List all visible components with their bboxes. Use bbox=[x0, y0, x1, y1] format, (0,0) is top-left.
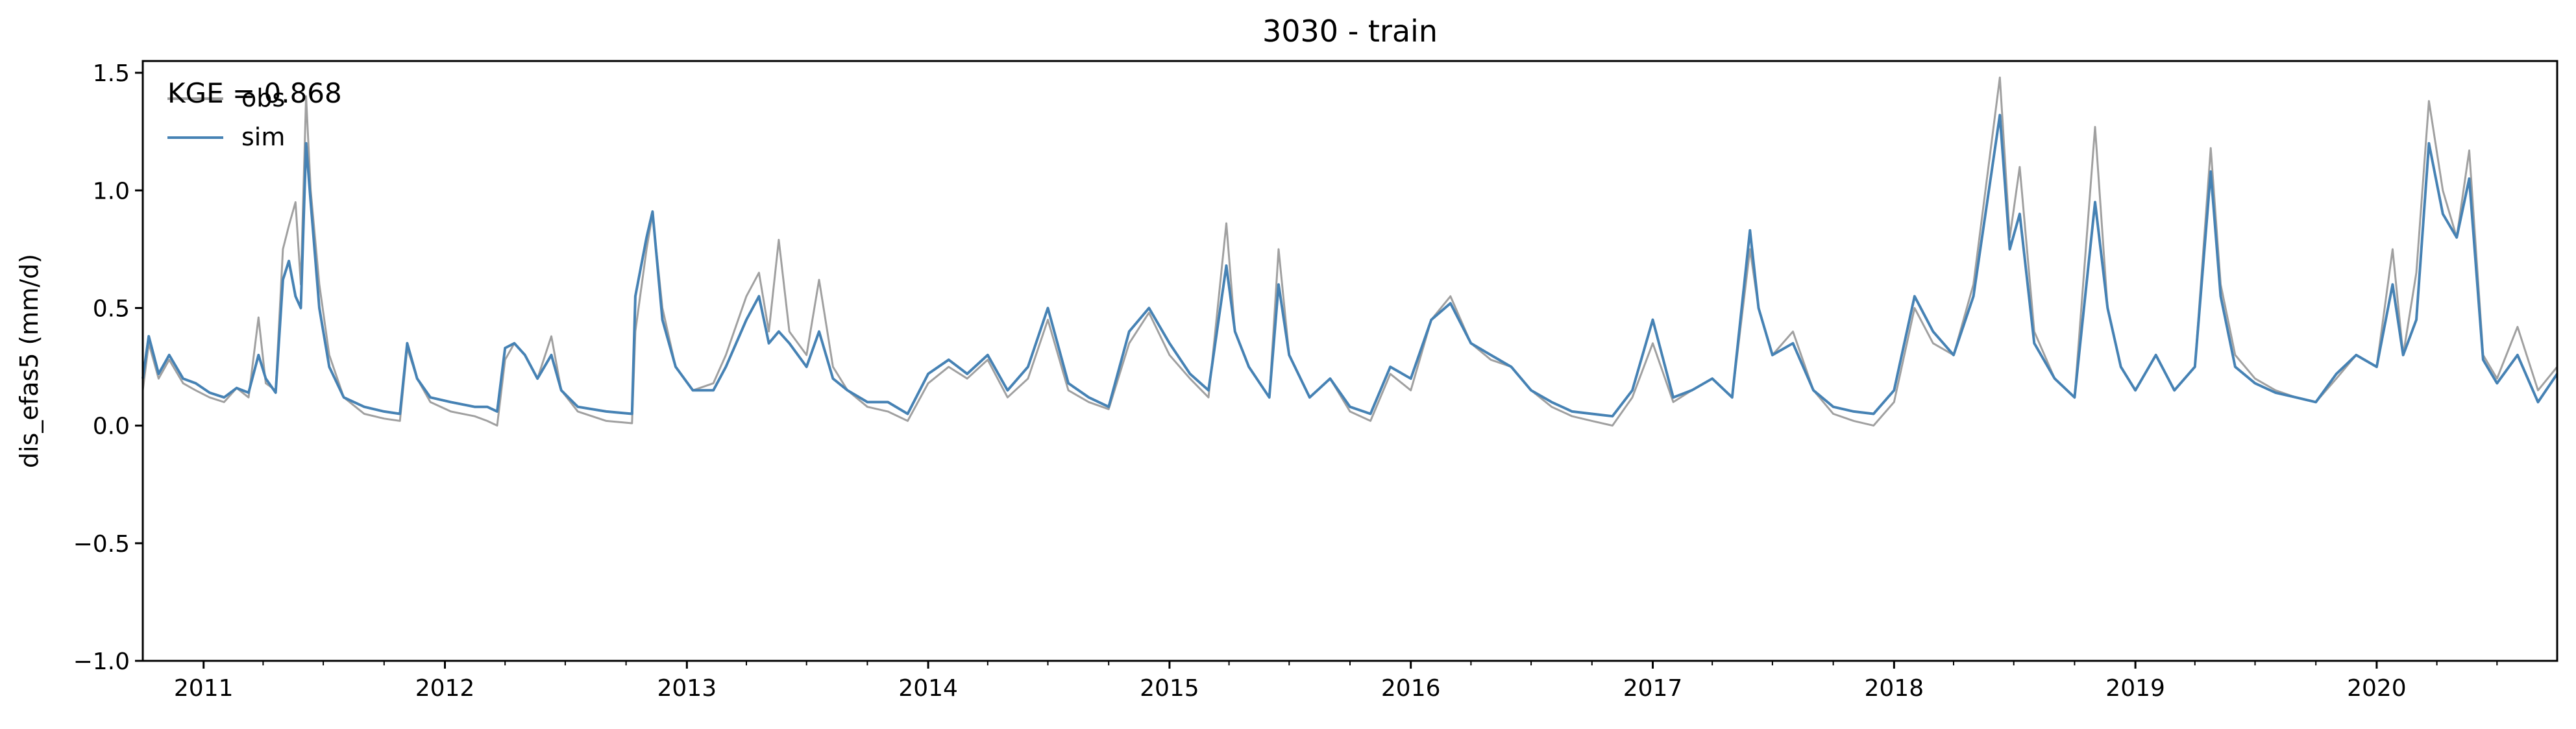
chart-title: 3030 - train bbox=[1262, 14, 1438, 49]
legend-sim-label: sim bbox=[241, 123, 285, 151]
y-tick-label: −1.0 bbox=[73, 649, 130, 675]
x-tick-label: 2012 bbox=[415, 675, 475, 702]
x-tick-label: 2013 bbox=[657, 675, 717, 702]
legend-obs-label: obs bbox=[241, 84, 285, 112]
series-line-sim bbox=[141, 114, 2558, 418]
y-tick-label: 0.0 bbox=[93, 414, 130, 440]
y-tick-label: −0.5 bbox=[73, 531, 130, 558]
x-tick-label: 2016 bbox=[1381, 675, 1441, 702]
kge-annotation: KGE = 0.868 bbox=[167, 77, 342, 109]
y-tick-label: 1.0 bbox=[93, 178, 130, 204]
x-tick-label: 2019 bbox=[2105, 675, 2165, 702]
x-tick-label: 2018 bbox=[1865, 675, 1924, 702]
series-layer bbox=[141, 76, 2558, 427]
x-tick-label: 2014 bbox=[898, 675, 958, 702]
y-tick-label: 1.5 bbox=[93, 60, 130, 87]
ticks-layer: −1.0 −0.5 0.0 0.5 1.0 1.5 2011 2012 2013 2014 2015… bbox=[73, 60, 2498, 702]
y-tick-label: 0.5 bbox=[93, 295, 130, 322]
y-axis-label: dis_efas5 (mm/d) bbox=[15, 254, 43, 468]
series-line-obs bbox=[141, 76, 2558, 427]
x-tick-label: 2017 bbox=[1623, 675, 1683, 702]
x-tick-label: 2015 bbox=[1140, 675, 1199, 702]
x-tick-label: 2020 bbox=[2347, 675, 2407, 702]
x-tick-label: 2011 bbox=[174, 675, 234, 702]
legend: obs sim bbox=[167, 84, 285, 151]
